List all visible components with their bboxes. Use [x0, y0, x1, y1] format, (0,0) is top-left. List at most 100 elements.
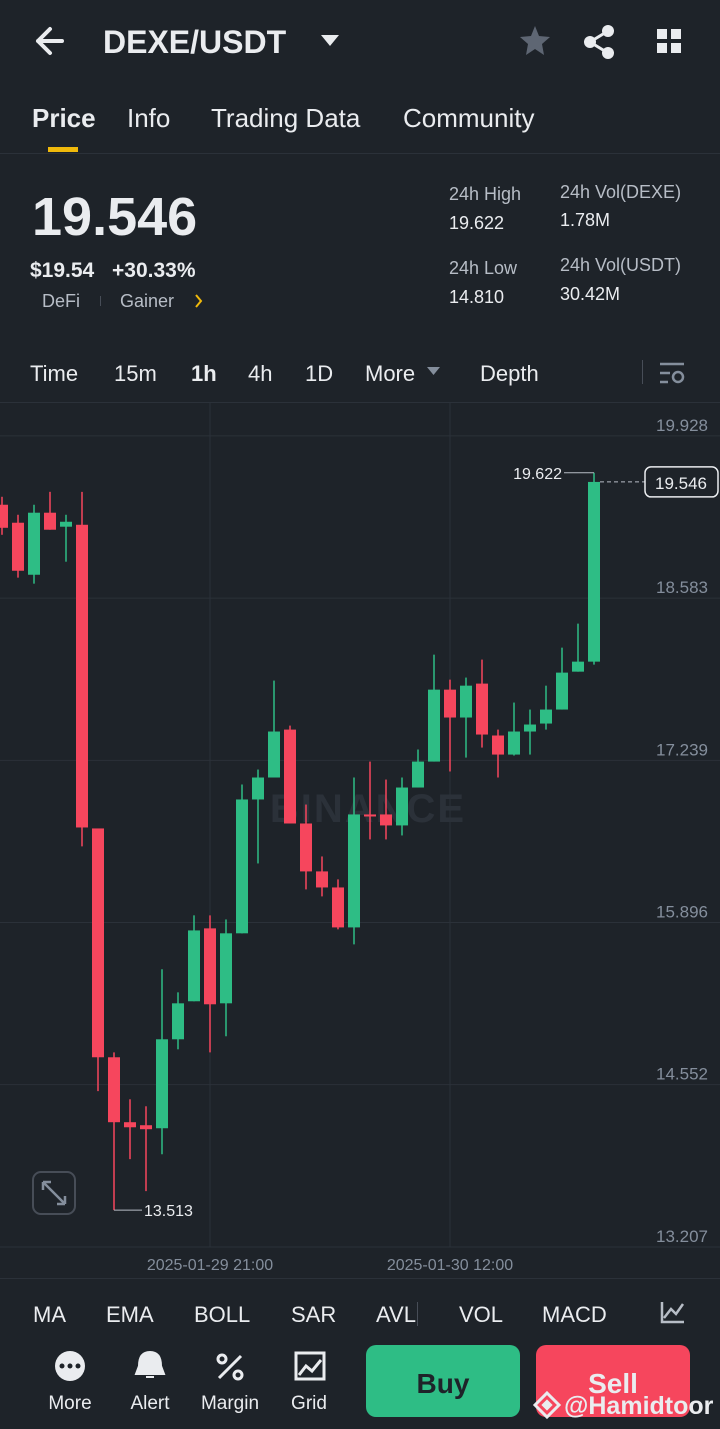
stat-label: 24h High [449, 184, 521, 204]
tab[interactable]: Info [127, 103, 170, 133]
share-icon[interactable] [584, 25, 614, 59]
buy-label[interactable]: Buy [417, 1368, 470, 1399]
indicator[interactable]: SAR [291, 1302, 336, 1327]
timeframe[interactable]: 4h [248, 361, 272, 386]
candle-body [108, 1057, 120, 1123]
candle-body [92, 828, 104, 1058]
candle-body [284, 729, 296, 824]
candle-body [28, 512, 40, 575]
candle-body [476, 683, 488, 735]
tag[interactable]: Gainer [120, 291, 174, 311]
indicator[interactable]: AVL [376, 1302, 416, 1327]
grid-icon[interactable] [294, 1351, 326, 1381]
candle-body [12, 522, 24, 571]
action-label[interactable]: Margin [201, 1393, 259, 1414]
action-label[interactable]: More [48, 1393, 91, 1414]
action-label[interactable]: Alert [130, 1393, 170, 1414]
y-tick-label: 14.552 [656, 1065, 708, 1084]
sell-label[interactable]: Sell [588, 1368, 638, 1399]
last-price: 19.546 [32, 187, 197, 247]
last-price-box [644, 466, 719, 498]
expand-button[interactable] [32, 1171, 76, 1215]
indicator[interactable]: EMA [106, 1302, 154, 1327]
stat-label: 24h Vol(DEXE) [560, 182, 681, 202]
margin-icon[interactable] [216, 1353, 244, 1381]
candle-body [252, 777, 264, 800]
max-marker-label: 19.622 [513, 466, 562, 483]
candle-body [524, 724, 536, 732]
depth-tab[interactable]: Depth [480, 361, 539, 386]
indicator[interactable]: MA [33, 1302, 66, 1327]
divider [0, 1278, 720, 1279]
alert-icon[interactable] [134, 1350, 166, 1378]
x-tick-label: 2025-01-30 12:00 [387, 1257, 513, 1274]
candle-body [412, 761, 424, 788]
stat-label: 24h Vol(USDT) [560, 255, 681, 275]
y-tick-label: 19.928 [656, 416, 708, 435]
y-tick-label: 15.896 [656, 902, 708, 921]
stat-value: 19.622 [449, 213, 504, 233]
divider [0, 153, 720, 154]
pair-dropdown[interactable] [321, 35, 339, 46]
stat-value: 30.42M [560, 284, 620, 304]
timeframe[interactable]: 1h [191, 361, 217, 386]
price-change: +30.33% [112, 259, 196, 282]
tab[interactable]: Trading Data [211, 103, 361, 133]
credit-logo [532, 1390, 562, 1420]
candle-body [268, 731, 280, 778]
y-tick-label: 17.239 [656, 740, 708, 759]
more-icon[interactable] [55, 1351, 85, 1381]
candle-body [76, 524, 88, 828]
indicator-settings-icon[interactable] [660, 1302, 685, 1324]
favorite-icon[interactable] [520, 26, 550, 55]
separator [100, 296, 101, 306]
indicator[interactable]: BOLL [194, 1302, 250, 1327]
chart-settings-icon[interactable] [660, 362, 685, 384]
action-label[interactable]: Grid [291, 1393, 327, 1414]
stat-value: 14.810 [449, 287, 504, 307]
candle-body [492, 735, 504, 755]
timeframe[interactable]: More [365, 361, 415, 386]
timeframe[interactable]: 1D [305, 361, 333, 386]
candle-body [428, 689, 440, 762]
candle-body [172, 1003, 184, 1040]
more-dropdown [427, 367, 440, 375]
candle-body [204, 928, 216, 1005]
menu-icon[interactable] [657, 29, 681, 53]
separator [642, 360, 643, 384]
x-tick-label: 2025-01-29 21:00 [147, 1257, 273, 1274]
candle-body [0, 504, 8, 528]
tag[interactable]: DeFi [42, 291, 80, 311]
tab[interactable]: Community [403, 103, 534, 133]
candle-body [556, 672, 568, 710]
watermark: BINANCE [270, 787, 466, 831]
indicator[interactable]: MACD [542, 1302, 607, 1327]
last-price-label: 19.546 [655, 474, 707, 493]
timeframe[interactable]: Time [30, 361, 78, 386]
candle-body [44, 512, 56, 530]
timeframe[interactable]: 15m [114, 361, 157, 386]
y-tick-label: 13.207 [656, 1227, 708, 1246]
candle-body [188, 930, 200, 1002]
indicator[interactable]: VOL [459, 1302, 503, 1327]
credit: @Hamidtoor [564, 1392, 714, 1420]
stat-label: 24h Low [449, 258, 518, 278]
pair-title[interactable]: DEXE/USDT [103, 24, 287, 60]
price-usd: $19.54 [30, 259, 95, 282]
candle-body [140, 1125, 152, 1130]
back-button[interactable] [36, 27, 64, 55]
tab[interactable]: Price [32, 103, 96, 133]
sell-button[interactable] [536, 1345, 690, 1417]
y-tick-label: 18.583 [656, 578, 708, 597]
tab-indicator [48, 147, 78, 152]
candle-body [348, 814, 360, 928]
candle-body [380, 814, 392, 826]
candle-body [316, 871, 328, 888]
candle-body [396, 787, 408, 826]
chevron [195, 294, 203, 308]
candle-body [156, 1039, 168, 1129]
candle-body [460, 685, 472, 718]
buy-button[interactable] [366, 1345, 520, 1417]
